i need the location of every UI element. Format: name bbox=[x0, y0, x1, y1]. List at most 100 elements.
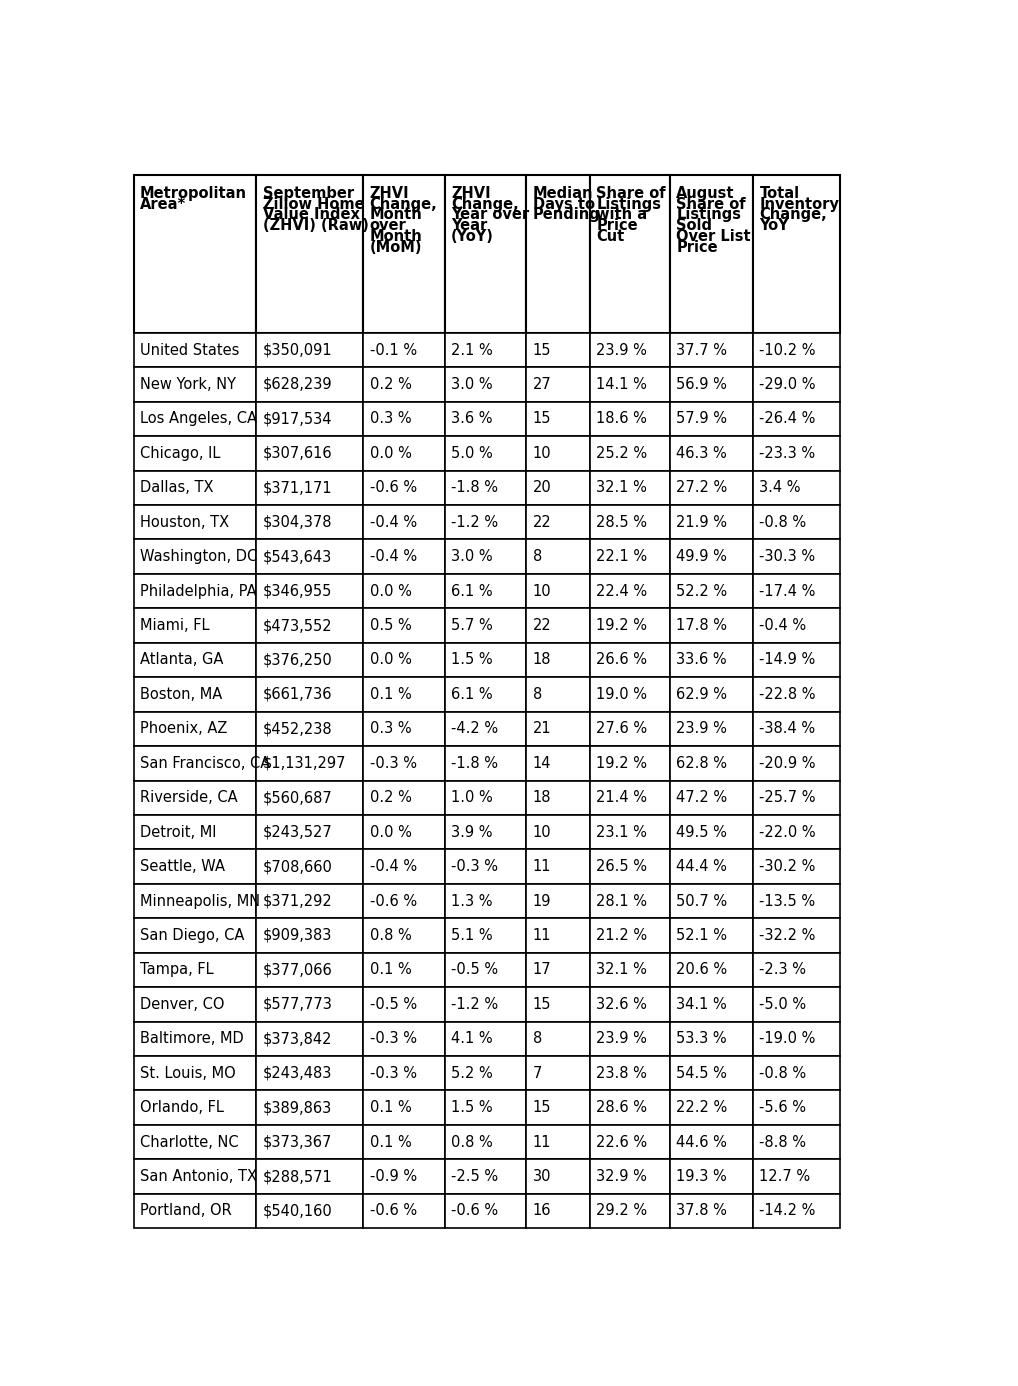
Text: 32.1 %: 32.1 % bbox=[597, 481, 647, 495]
Text: 0.0 %: 0.0 % bbox=[370, 446, 411, 460]
Text: United States: United States bbox=[139, 342, 239, 358]
Bar bbox=[753, 780, 840, 815]
Bar bbox=[526, 1125, 590, 1159]
Bar bbox=[753, 539, 840, 574]
Bar bbox=[526, 1159, 590, 1193]
Bar bbox=[133, 437, 257, 471]
Bar bbox=[670, 608, 753, 643]
Bar bbox=[590, 1021, 670, 1056]
Text: 49.9 %: 49.9 % bbox=[676, 549, 727, 564]
Bar bbox=[363, 919, 445, 952]
Text: (ZHVI) (Raw): (ZHVI) (Raw) bbox=[263, 219, 369, 233]
Text: Metropolitan: Metropolitan bbox=[139, 186, 247, 201]
Text: $473,552: $473,552 bbox=[263, 618, 332, 633]
Bar bbox=[133, 1125, 257, 1159]
Bar bbox=[590, 402, 670, 437]
Text: 0.2 %: 0.2 % bbox=[370, 377, 411, 392]
Text: -0.3 %: -0.3 % bbox=[370, 755, 416, 771]
Text: San Diego, CA: San Diego, CA bbox=[139, 929, 244, 942]
Bar bbox=[363, 471, 445, 505]
Bar bbox=[133, 1021, 257, 1056]
Bar bbox=[445, 608, 526, 643]
Bar bbox=[590, 1159, 670, 1193]
Text: Minneapolis, MN: Minneapolis, MN bbox=[139, 894, 260, 909]
Text: 15: 15 bbox=[532, 342, 551, 358]
Text: 52.2 %: 52.2 % bbox=[676, 584, 728, 599]
Bar bbox=[363, 1091, 445, 1125]
Text: 10: 10 bbox=[532, 584, 552, 599]
Text: 23.1 %: 23.1 % bbox=[597, 825, 647, 840]
Text: $243,483: $243,483 bbox=[263, 1066, 332, 1081]
Bar bbox=[445, 884, 526, 919]
Bar bbox=[526, 608, 590, 643]
Bar bbox=[133, 574, 257, 608]
Text: 23.8 %: 23.8 % bbox=[597, 1066, 647, 1081]
Text: 11: 11 bbox=[532, 1135, 551, 1149]
Text: -30.2 %: -30.2 % bbox=[759, 859, 815, 875]
Bar bbox=[133, 333, 257, 367]
Bar bbox=[445, 402, 526, 437]
Text: $1,131,297: $1,131,297 bbox=[263, 755, 346, 771]
Bar bbox=[363, 884, 445, 919]
Text: $376,250: $376,250 bbox=[263, 653, 332, 668]
Bar bbox=[590, 987, 670, 1021]
Bar bbox=[133, 505, 257, 539]
Text: -0.6 %: -0.6 % bbox=[451, 1203, 498, 1218]
Bar bbox=[590, 505, 670, 539]
Text: 32.9 %: 32.9 % bbox=[597, 1168, 647, 1184]
Text: Change,: Change, bbox=[759, 208, 828, 222]
Text: 16: 16 bbox=[532, 1203, 551, 1218]
Bar bbox=[590, 175, 670, 333]
Text: 34.1 %: 34.1 % bbox=[676, 997, 727, 1012]
Bar bbox=[526, 987, 590, 1021]
Bar bbox=[753, 574, 840, 608]
Text: $917,534: $917,534 bbox=[263, 412, 332, 427]
Text: Price: Price bbox=[676, 240, 718, 255]
Text: $346,955: $346,955 bbox=[263, 584, 332, 599]
Bar bbox=[133, 1193, 257, 1228]
Text: -14.9 %: -14.9 % bbox=[759, 653, 815, 668]
Bar bbox=[670, 505, 753, 539]
Text: 10: 10 bbox=[532, 446, 552, 460]
Text: 12.7 %: 12.7 % bbox=[759, 1168, 810, 1184]
Text: -0.1 %: -0.1 % bbox=[370, 342, 416, 358]
Text: (YoY): (YoY) bbox=[451, 229, 494, 244]
Text: $350,091: $350,091 bbox=[263, 342, 332, 358]
Text: -0.6 %: -0.6 % bbox=[370, 1203, 416, 1218]
Text: 19.2 %: 19.2 % bbox=[597, 755, 647, 771]
Text: Month: Month bbox=[370, 208, 422, 222]
Text: -20.9 %: -20.9 % bbox=[759, 755, 815, 771]
Bar bbox=[753, 643, 840, 678]
Text: 28.1 %: 28.1 % bbox=[597, 894, 647, 909]
Bar bbox=[445, 1056, 526, 1091]
Bar bbox=[257, 815, 363, 850]
Text: 23.9 %: 23.9 % bbox=[597, 1031, 647, 1046]
Bar bbox=[590, 1125, 670, 1159]
Text: 11: 11 bbox=[532, 929, 551, 942]
Bar bbox=[257, 780, 363, 815]
Bar bbox=[363, 746, 445, 780]
Text: $371,171: $371,171 bbox=[263, 481, 332, 495]
Text: 3.0 %: 3.0 % bbox=[451, 377, 493, 392]
Bar bbox=[133, 884, 257, 919]
Text: $628,239: $628,239 bbox=[263, 377, 332, 392]
Bar bbox=[133, 952, 257, 987]
Text: Pending: Pending bbox=[532, 208, 601, 222]
Bar bbox=[590, 678, 670, 711]
Text: 11: 11 bbox=[532, 859, 551, 875]
Bar bbox=[590, 952, 670, 987]
Text: 15: 15 bbox=[532, 1100, 551, 1116]
Text: $304,378: $304,378 bbox=[263, 514, 332, 529]
Text: Seattle, WA: Seattle, WA bbox=[139, 859, 225, 875]
Bar bbox=[590, 471, 670, 505]
Text: 4.1 %: 4.1 % bbox=[451, 1031, 493, 1046]
Text: 17.8 %: 17.8 % bbox=[676, 618, 727, 633]
Text: -26.4 %: -26.4 % bbox=[759, 412, 815, 427]
Bar bbox=[753, 815, 840, 850]
Bar bbox=[257, 711, 363, 746]
Bar bbox=[590, 1193, 670, 1228]
Text: -2.5 %: -2.5 % bbox=[451, 1168, 498, 1184]
Bar bbox=[257, 505, 363, 539]
Bar bbox=[257, 175, 363, 333]
Text: 29.2 %: 29.2 % bbox=[597, 1203, 647, 1218]
